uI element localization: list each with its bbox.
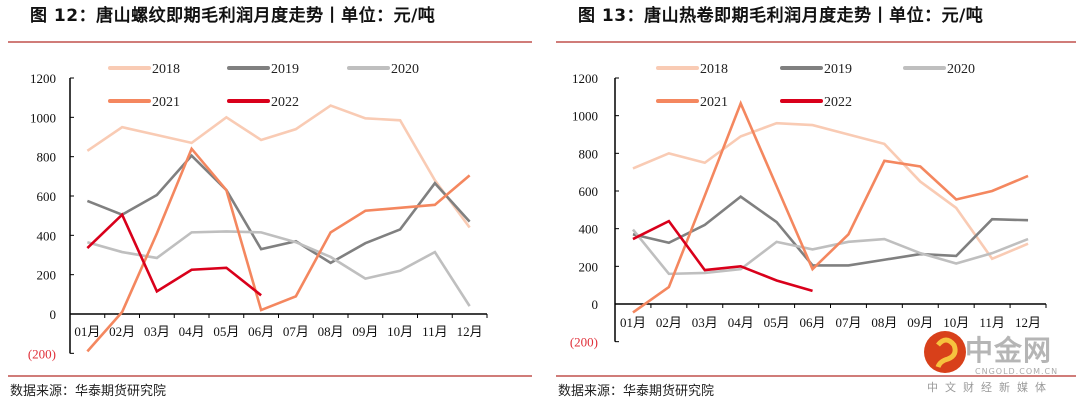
- x-tick-label: 02月: [656, 315, 682, 330]
- x-tick-label: 09月: [352, 324, 378, 339]
- legend-label-2019: 2019: [271, 62, 299, 77]
- y-tick-label: (200): [570, 335, 598, 350]
- x-tick-label: 02月: [109, 324, 135, 339]
- y-tick-label: 800: [579, 146, 599, 161]
- chart-title-right: 图 13：唐山热卷即期毛利润月度走势丨单位：元/吨: [578, 6, 984, 26]
- chart-title-left: 图 12：唐山螺纹即期毛利润月度走势丨单位：元/吨: [30, 6, 436, 26]
- source-right: 数据来源：华泰期货研究院: [558, 384, 715, 399]
- series-line-2022: [86, 212, 262, 297]
- y-tick-label: 400: [37, 228, 57, 243]
- y-tick-label: 400: [579, 222, 599, 237]
- series-line-2020: [87, 230, 471, 307]
- x-tick-label: 03月: [144, 324, 170, 339]
- x-tick-label: 10月: [943, 315, 969, 330]
- legend-label-2021: 2021: [700, 95, 728, 110]
- y-tick-label: 1000: [572, 109, 598, 124]
- watermark-name: 中金网: [965, 334, 1053, 367]
- x-tick-label: 05月: [764, 315, 790, 330]
- x-tick-label: 04月: [728, 315, 754, 330]
- watermark-tagline: 中文财经新媒体: [927, 381, 1053, 394]
- series-line-2018: [632, 121, 1029, 261]
- y-tick-label: 200: [579, 259, 599, 274]
- x-tick-label: 08月: [318, 324, 344, 339]
- legend-label-2020: 2020: [947, 62, 975, 77]
- x-tick-label: 06月: [248, 324, 274, 339]
- y-tick-label: 600: [579, 184, 599, 199]
- y-tick-label: 600: [37, 189, 57, 204]
- series-line-2018: [86, 104, 471, 229]
- y-tick-label: 200: [37, 268, 57, 283]
- x-tick-label: 05月: [213, 324, 239, 339]
- y-tick-label: 1200: [30, 71, 56, 86]
- legend-label-2018: 2018: [700, 62, 728, 77]
- x-tick-label: 07月: [835, 315, 861, 330]
- x-tick-label: 07月: [283, 324, 309, 339]
- x-tick-label: 10月: [387, 324, 413, 339]
- y-tick-label: 1000: [30, 110, 56, 125]
- legend-label-2021: 2021: [152, 95, 180, 110]
- x-tick-label: 11月: [979, 315, 1005, 330]
- x-tick-label: 12月: [1015, 315, 1041, 330]
- series-line-2022: [632, 219, 813, 293]
- watermark-url: CNGOLD.COM.CN: [975, 367, 1059, 376]
- legend-label-2022: 2022: [271, 95, 299, 110]
- x-tick-label: 08月: [871, 315, 897, 330]
- x-tick-label: 09月: [907, 315, 933, 330]
- x-tick-label: 11月: [422, 324, 448, 339]
- y-tick-label: (200): [28, 346, 56, 361]
- source-left: 数据来源：华泰期货研究院: [10, 384, 167, 399]
- x-tick-label: 04月: [179, 324, 205, 339]
- series-line-2019: [86, 153, 471, 265]
- series-line-2020: [631, 228, 1029, 276]
- legend-label-2020: 2020: [391, 62, 419, 77]
- y-tick-label: 1200: [572, 71, 598, 86]
- y-tick-label: 800: [37, 150, 57, 165]
- legend-label-2022: 2022: [824, 95, 852, 110]
- series-line-2021: [632, 100, 1029, 314]
- legend-label-2019: 2019: [824, 62, 852, 77]
- x-tick-label: 01月: [620, 315, 646, 330]
- legend-label-2018: 2018: [152, 62, 180, 77]
- y-tick-label: 0: [50, 307, 57, 322]
- x-tick-label: 12月: [457, 324, 483, 339]
- y-tick-label: 0: [592, 297, 599, 312]
- x-tick-label: 03月: [692, 315, 718, 330]
- series-line-2021: [86, 146, 471, 353]
- x-tick-label: 01月: [74, 324, 100, 339]
- x-tick-label: 06月: [800, 315, 826, 330]
- series-line-2019: [632, 195, 1029, 267]
